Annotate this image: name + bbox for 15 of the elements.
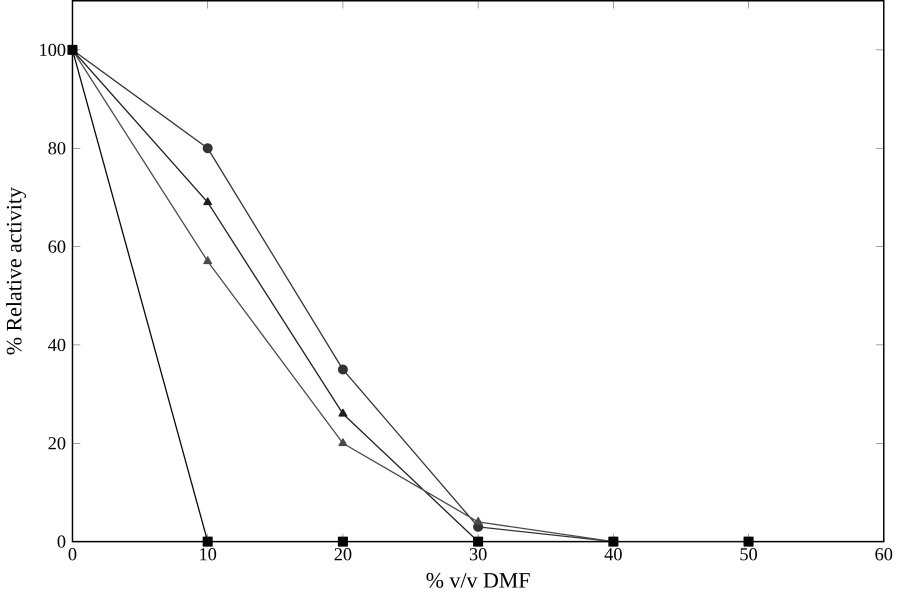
x-tick-label: 40: [604, 548, 622, 560]
x-tick-label: 50: [740, 548, 758, 560]
x-tick-label: 10: [200, 548, 216, 560]
x-axis-title: % v/v DMF: [426, 572, 530, 588]
y-tick-label: 40: [48, 338, 66, 352]
x-tick-label: 60: [875, 548, 892, 560]
y-tick-label: 60: [48, 240, 66, 253]
x-tick-label: 0: [68, 548, 76, 560]
y-axis-title: % Relative activity: [6, 187, 26, 355]
y-tick-label: 0: [58, 535, 66, 548]
x-tick-label: 20: [334, 548, 352, 560]
y-tick-label: 20: [48, 437, 66, 450]
y-tick-label: 100: [40, 44, 66, 56]
y-tick-label: 80: [48, 142, 66, 154]
x-tick-label: 30: [470, 548, 487, 560]
